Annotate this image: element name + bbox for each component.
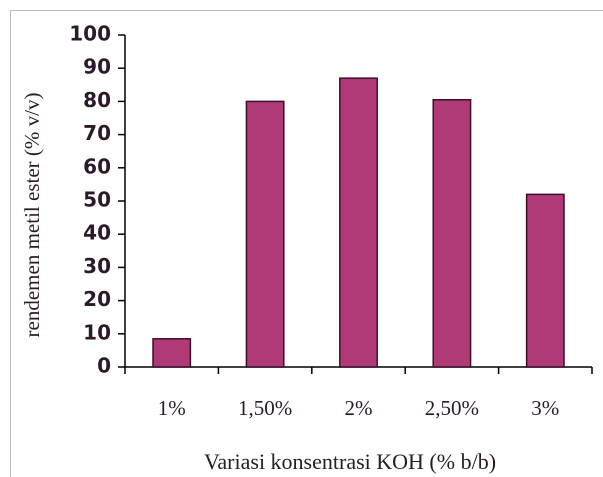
y-tick-label: 40 (83, 221, 111, 245)
y-tick-label: 80 (83, 88, 111, 112)
x-tick-label: 1,50% (238, 396, 292, 420)
y-tick-label: 100 (69, 22, 111, 46)
y-tick-label: 90 (83, 55, 111, 79)
frame (10, 10, 603, 477)
y-tick-label: 70 (83, 121, 111, 145)
x-tick-label: 3% (531, 396, 559, 420)
y-tick-label: 50 (83, 188, 111, 212)
bar (432, 98, 472, 368)
bar (525, 193, 565, 368)
x-tick-label: 2% (345, 396, 373, 420)
y-tick-label: 0 (97, 354, 111, 378)
y-tick-label: 20 (83, 287, 111, 311)
x-axis-label: Variasi konsentrasi KOH (% b/b) (204, 449, 496, 474)
bar (152, 338, 192, 368)
x-tick-label: 2,50% (425, 396, 479, 420)
y-tick-label: 60 (83, 154, 111, 178)
x-tick-label: 1% (158, 396, 186, 420)
bar (339, 77, 378, 368)
y-axis-label: rendemen metil ester (% v/v) (20, 93, 44, 338)
bar (245, 100, 285, 368)
y-tick-label: 30 (83, 254, 111, 278)
y-tick-label: 10 (83, 320, 111, 344)
